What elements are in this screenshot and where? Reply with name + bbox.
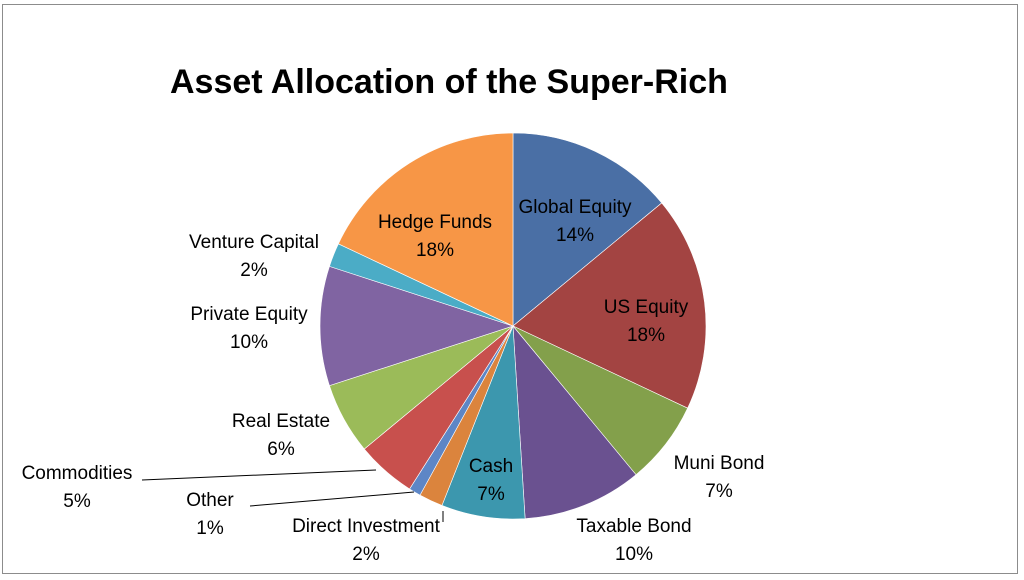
slice-name-label: Other (186, 490, 234, 511)
slice-percent-label: 14% (556, 225, 594, 246)
slice-percent-label: 10% (230, 332, 268, 353)
slice-percent-label: 1% (196, 518, 224, 539)
slice-percent-label: 6% (267, 439, 295, 460)
slice-percent-label: 10% (615, 544, 653, 565)
slice-name-label: Direct Investment (292, 516, 441, 537)
slice-name-label: Muni Bond (674, 453, 765, 474)
slice-percent-label: 7% (705, 481, 733, 502)
slice-name-label: Commodities (22, 463, 133, 484)
slice-name-label: Cash (469, 456, 513, 477)
slice-name-label: US Equity (604, 297, 689, 318)
pie-slices (319, 132, 707, 520)
slice-name-label: Taxable Bond (576, 516, 691, 537)
slice-percent-label: 2% (352, 544, 380, 565)
slice-percent-label: 18% (416, 240, 454, 261)
slice-name-label: Venture Capital (189, 232, 319, 253)
slice-percent-label: 2% (240, 260, 268, 281)
slice-percent-label: 7% (477, 484, 505, 505)
pie-slice-taxable-bond (512, 325, 637, 519)
slice-name-label: Private Equity (190, 304, 308, 325)
slice-name-label: Global Equity (518, 197, 632, 218)
leader-lines (141, 469, 444, 522)
leader-line-other (249, 491, 415, 507)
pie-slice-global-equity (512, 132, 663, 327)
slice-name-label: Hedge Funds (378, 212, 492, 233)
pie-slice-hedge-funds (337, 132, 514, 327)
pie-slice-private-equity (319, 265, 514, 387)
slice-percent-label: 5% (63, 491, 91, 512)
leader-line-commodities (141, 469, 377, 481)
slice-name-label: Real Estate (232, 411, 330, 432)
chart-title: Asset Allocation of the Super-Rich (170, 63, 728, 101)
slice-labels: Global Equity 14% US Equity 18% Muni Bond 7% T… (22, 197, 765, 565)
pie-slice-us-equity (512, 202, 707, 409)
slice-percent-label: 18% (627, 325, 665, 346)
